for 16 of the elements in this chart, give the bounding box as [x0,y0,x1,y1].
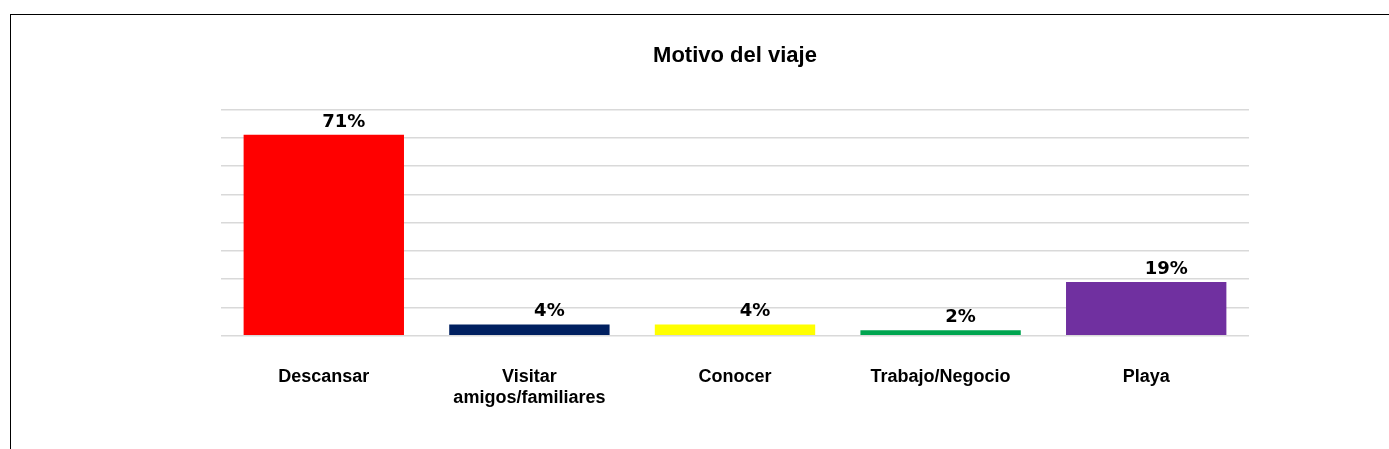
x-tick-label: Playa [1122,365,1171,386]
bar [449,324,610,336]
data-label: 19% [1144,256,1188,278]
x-tick-label: Descansar [278,365,370,386]
chart-title: Motivo del viaje [653,42,817,68]
x-tick-label: Trabajo/Negocio [870,365,1011,386]
bar [654,324,816,336]
bar [243,134,404,336]
bar [1066,282,1227,336]
data-label: 4% [739,299,771,321]
data-label: 71% [322,109,366,131]
bar [860,330,1021,336]
data-label: 4% [534,299,565,321]
x-tick-label: Visitar amigos/familiares [453,365,606,408]
x-tick-label: Conocer [698,365,772,386]
data-label: 2% [945,304,976,326]
